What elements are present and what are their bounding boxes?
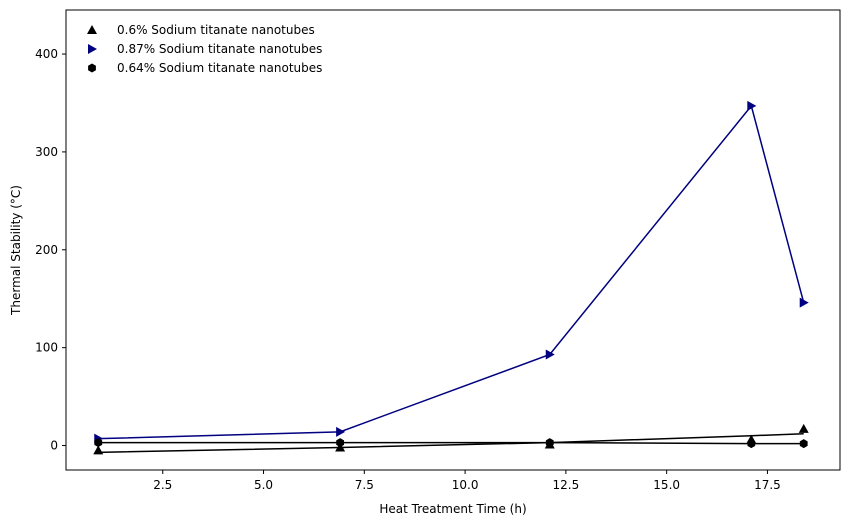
axes-frame <box>65 9 841 471</box>
series-3 <box>94 438 808 449</box>
x-tick-label: 15.0 <box>653 478 680 492</box>
legend-item: 0.64% Sodium titanate nanotubes <box>88 61 322 75</box>
plot-area <box>93 100 809 455</box>
y-tick-label: 200 <box>35 243 58 257</box>
data-point <box>545 438 554 448</box>
data-point <box>798 423 809 433</box>
y-tick-label: 300 <box>35 145 58 159</box>
data-point <box>747 100 757 111</box>
y-tick-label: 400 <box>35 47 58 61</box>
x-tick-label: 5.0 <box>254 478 273 492</box>
legend-item: 0.6% Sodium titanate nanotubes <box>87 23 315 37</box>
y-axis-title: Thermal Stability (°C) <box>9 185 23 316</box>
x-axis-title: Heat Treatment Time (h) <box>379 502 526 516</box>
data-point <box>93 445 104 455</box>
x-tick-label: 7.5 <box>355 478 374 492</box>
y-tick-label: 0 <box>50 439 58 453</box>
legend-marker <box>88 63 96 73</box>
legend-marker <box>88 44 97 54</box>
legend-marker <box>87 25 97 34</box>
legend-label: 0.87% Sodium titanate nanotubes <box>117 42 322 56</box>
x-tick-label: 17.5 <box>754 478 781 492</box>
series-1 <box>93 423 809 455</box>
x-tick-label: 10.0 <box>452 478 479 492</box>
series-line <box>98 104 805 440</box>
legend: 0.6% Sodium titanate nanotubes 0.87% Sodi… <box>87 23 322 75</box>
data-point <box>94 438 103 448</box>
x-tick-label: 2.5 <box>153 478 172 492</box>
data-point <box>799 297 809 308</box>
data-point <box>336 438 345 448</box>
data-point <box>747 439 756 449</box>
data-point <box>545 349 555 360</box>
series-line <box>98 441 804 445</box>
axes: 2.5 5.0 7.5 10.0 12.5 15.0 17.5 0 100 200 300 400 <box>35 9 841 492</box>
y-tick-label: 100 <box>35 341 58 355</box>
data-point <box>336 426 346 437</box>
data-point <box>799 439 808 449</box>
legend-item: 0.87% Sodium titanate nanotubes <box>88 42 322 56</box>
series-2 <box>94 100 809 444</box>
legend-label: 0.6% Sodium titanate nanotubes <box>117 23 315 37</box>
legend-label: 0.64% Sodium titanate nanotubes <box>117 61 322 75</box>
x-tick-label: 12.5 <box>553 478 580 492</box>
